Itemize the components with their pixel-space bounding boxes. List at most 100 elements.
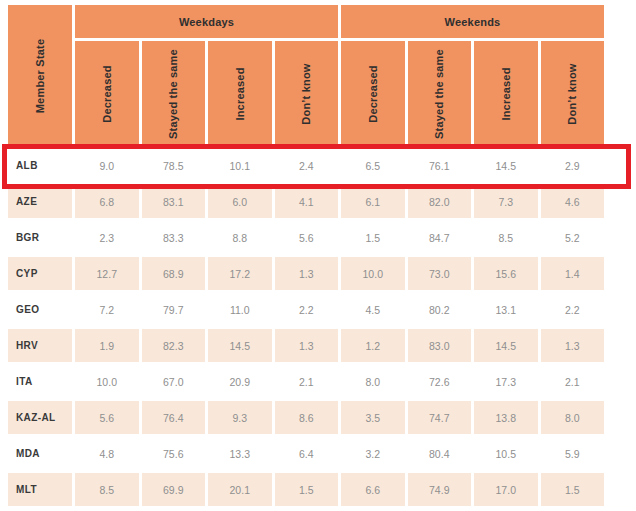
value-cell: 13.1 xyxy=(474,293,538,326)
row-state-label: ITA xyxy=(8,365,72,398)
row-state-label: GEO xyxy=(8,293,72,326)
value-cell: 76.4 xyxy=(142,401,206,434)
value-cell: 10.1 xyxy=(208,149,272,182)
value-cell: 10.0 xyxy=(75,365,139,398)
value-cell: 8.6 xyxy=(275,401,339,434)
value-cell: 7.3 xyxy=(474,185,538,218)
value-cell: 2.1 xyxy=(541,365,605,398)
value-cell: 68.9 xyxy=(142,257,206,290)
weekdays-dont-know-header: Don’t know xyxy=(275,41,339,146)
row-state-label: AZE xyxy=(8,185,72,218)
value-cell: 6.5 xyxy=(341,149,405,182)
value-cell: 8.5 xyxy=(75,473,139,506)
value-cell: 84.7 xyxy=(408,221,472,254)
value-cell: 10.5 xyxy=(474,437,538,470)
weekends-decreased-header: Decreased xyxy=(341,41,405,146)
value-cell: 4.6 xyxy=(541,185,605,218)
value-cell: 74.9 xyxy=(408,473,472,506)
value-cell: 14.5 xyxy=(474,149,538,182)
weekends-stayed-same-header: Stayed the same xyxy=(408,41,472,146)
value-cell: 6.0 xyxy=(208,185,272,218)
table-row: MLT8.569.920.11.56.674.917.01.5 xyxy=(8,473,604,506)
row-state-label: BGR xyxy=(8,221,72,254)
row-state-label: HRV xyxy=(8,329,72,362)
row-state-label: MLT xyxy=(8,473,72,506)
value-cell: 1.5 xyxy=(275,473,339,506)
member-state-header: Member State xyxy=(8,5,72,146)
value-cell: 1.3 xyxy=(275,329,339,362)
weekdays-decreased-header: Decreased xyxy=(75,41,139,146)
value-cell: 4.8 xyxy=(75,437,139,470)
value-cell: 83.1 xyxy=(142,185,206,218)
table-row: KAZ-AL5.676.49.38.63.574.713.88.0 xyxy=(8,401,604,434)
value-cell: 17.2 xyxy=(208,257,272,290)
value-cell: 2.1 xyxy=(275,365,339,398)
table-row: CYP12.768.917.21.310.073.015.61.4 xyxy=(8,257,604,290)
value-cell: 2.2 xyxy=(275,293,339,326)
value-cell: 5.6 xyxy=(75,401,139,434)
value-cell: 79.7 xyxy=(142,293,206,326)
value-cell: 9.0 xyxy=(75,149,139,182)
value-cell: 2.2 xyxy=(541,293,605,326)
value-cell: 2.9 xyxy=(541,149,605,182)
weekdays-increased-header: Increased xyxy=(208,41,272,146)
value-cell: 83.0 xyxy=(408,329,472,362)
value-cell: 5.9 xyxy=(541,437,605,470)
table-row: ITA10.067.020.92.18.072.617.32.1 xyxy=(8,365,604,398)
value-cell: 3.2 xyxy=(341,437,405,470)
value-cell: 1.3 xyxy=(541,329,605,362)
value-cell: 1.5 xyxy=(341,221,405,254)
row-state-label: CYP xyxy=(8,257,72,290)
value-cell: 5.2 xyxy=(541,221,605,254)
value-cell: 3.5 xyxy=(341,401,405,434)
value-cell: 73.0 xyxy=(408,257,472,290)
value-cell: 75.6 xyxy=(142,437,206,470)
value-cell: 12.7 xyxy=(75,257,139,290)
value-cell: 2.3 xyxy=(75,221,139,254)
value-cell: 4.5 xyxy=(341,293,405,326)
value-cell: 13.3 xyxy=(208,437,272,470)
value-cell: 8.0 xyxy=(541,401,605,434)
row-state-label: ALB xyxy=(8,149,72,182)
value-cell: 9.3 xyxy=(208,401,272,434)
value-cell: 67.0 xyxy=(142,365,206,398)
table-row: BGR2.383.38.85.61.584.78.55.2 xyxy=(8,221,604,254)
value-cell: 8.5 xyxy=(474,221,538,254)
value-cell: 14.5 xyxy=(474,329,538,362)
value-cell: 6.8 xyxy=(75,185,139,218)
weekdays-stayed-same-header: Stayed the same xyxy=(142,41,206,146)
value-cell: 80.2 xyxy=(408,293,472,326)
value-cell: 6.6 xyxy=(341,473,405,506)
member-state-header-label: Member State xyxy=(34,38,46,113)
value-cell: 15.6 xyxy=(474,257,538,290)
value-cell: 1.2 xyxy=(341,329,405,362)
value-cell: 1.5 xyxy=(541,473,605,506)
value-cell: 6.4 xyxy=(275,437,339,470)
value-cell: 82.0 xyxy=(408,185,472,218)
value-cell: 76.1 xyxy=(408,149,472,182)
value-cell: 8.8 xyxy=(208,221,272,254)
table-row: MDA4.875.613.36.43.280.410.55.9 xyxy=(8,437,604,470)
weekends-group-header: Weekends xyxy=(341,5,604,38)
value-cell: 7.2 xyxy=(75,293,139,326)
value-cell: 69.9 xyxy=(142,473,206,506)
weekends-dont-know-header: Don’t know xyxy=(541,41,605,146)
value-cell: 74.7 xyxy=(408,401,472,434)
table-row-highlighted: ALB9.078.510.12.46.576.114.52.9 xyxy=(8,149,604,182)
value-cell: 1.3 xyxy=(275,257,339,290)
value-cell: 13.8 xyxy=(474,401,538,434)
value-cell: 20.9 xyxy=(208,365,272,398)
table-row: HRV1.982.314.51.31.283.014.51.3 xyxy=(8,329,604,362)
value-cell: 8.0 xyxy=(341,365,405,398)
value-cell: 72.6 xyxy=(408,365,472,398)
row-state-label: MDA xyxy=(8,437,72,470)
weekdays-group-header: Weekdays xyxy=(75,5,338,38)
value-cell: 1.9 xyxy=(75,329,139,362)
value-cell: 11.0 xyxy=(208,293,272,326)
value-cell: 6.1 xyxy=(341,185,405,218)
value-cell: 83.3 xyxy=(142,221,206,254)
value-cell: 2.4 xyxy=(275,149,339,182)
value-cell: 78.5 xyxy=(142,149,206,182)
value-cell: 80.4 xyxy=(408,437,472,470)
table-row: AZE6.883.16.04.16.182.07.34.6 xyxy=(8,185,604,218)
